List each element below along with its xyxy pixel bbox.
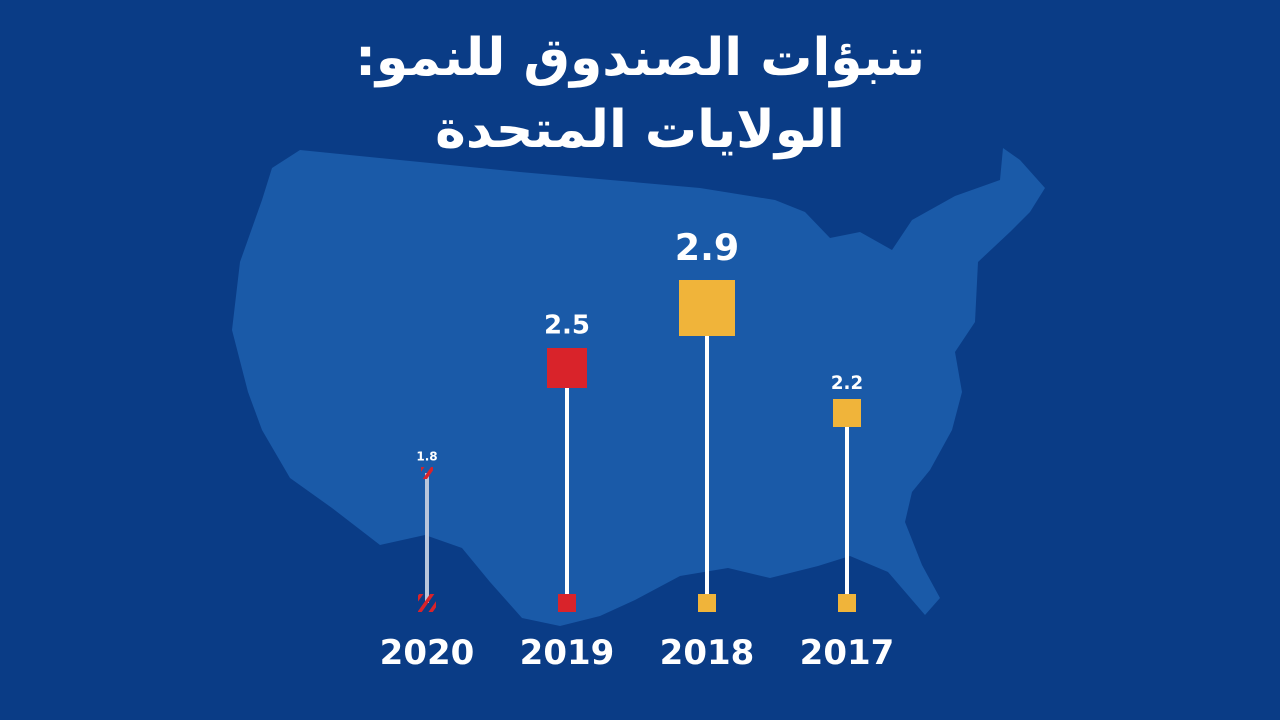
base-marker-2017 [838, 594, 856, 612]
base-marker-2019 [558, 594, 576, 612]
base-marker-2020 [418, 594, 436, 612]
value-marker-2017 [833, 399, 861, 427]
year-label-2019: 2019 [520, 633, 615, 673]
value-label-2018: 2.9 [675, 226, 739, 269]
value-marker-2018 [679, 280, 735, 336]
year-label-2018: 2018 [660, 633, 755, 673]
title-line-1: تنبؤات الصندوق للنمو: [355, 28, 925, 88]
chart-title: تنبؤات الصندوق للنمو: الولايات المتحدة [0, 22, 1280, 166]
value-label-2017: 2.2 [831, 373, 863, 394]
value-label-2020: 1.8 [416, 449, 437, 463]
value-marker-2020 [421, 467, 433, 479]
title-line-2: الولايات المتحدة [435, 100, 845, 160]
value-marker-2019 [547, 348, 587, 388]
year-label-2020: 2020 [380, 633, 475, 673]
year-label-2017: 2017 [800, 633, 895, 673]
value-label-2019: 2.5 [544, 311, 590, 341]
base-marker-2018 [698, 594, 716, 612]
